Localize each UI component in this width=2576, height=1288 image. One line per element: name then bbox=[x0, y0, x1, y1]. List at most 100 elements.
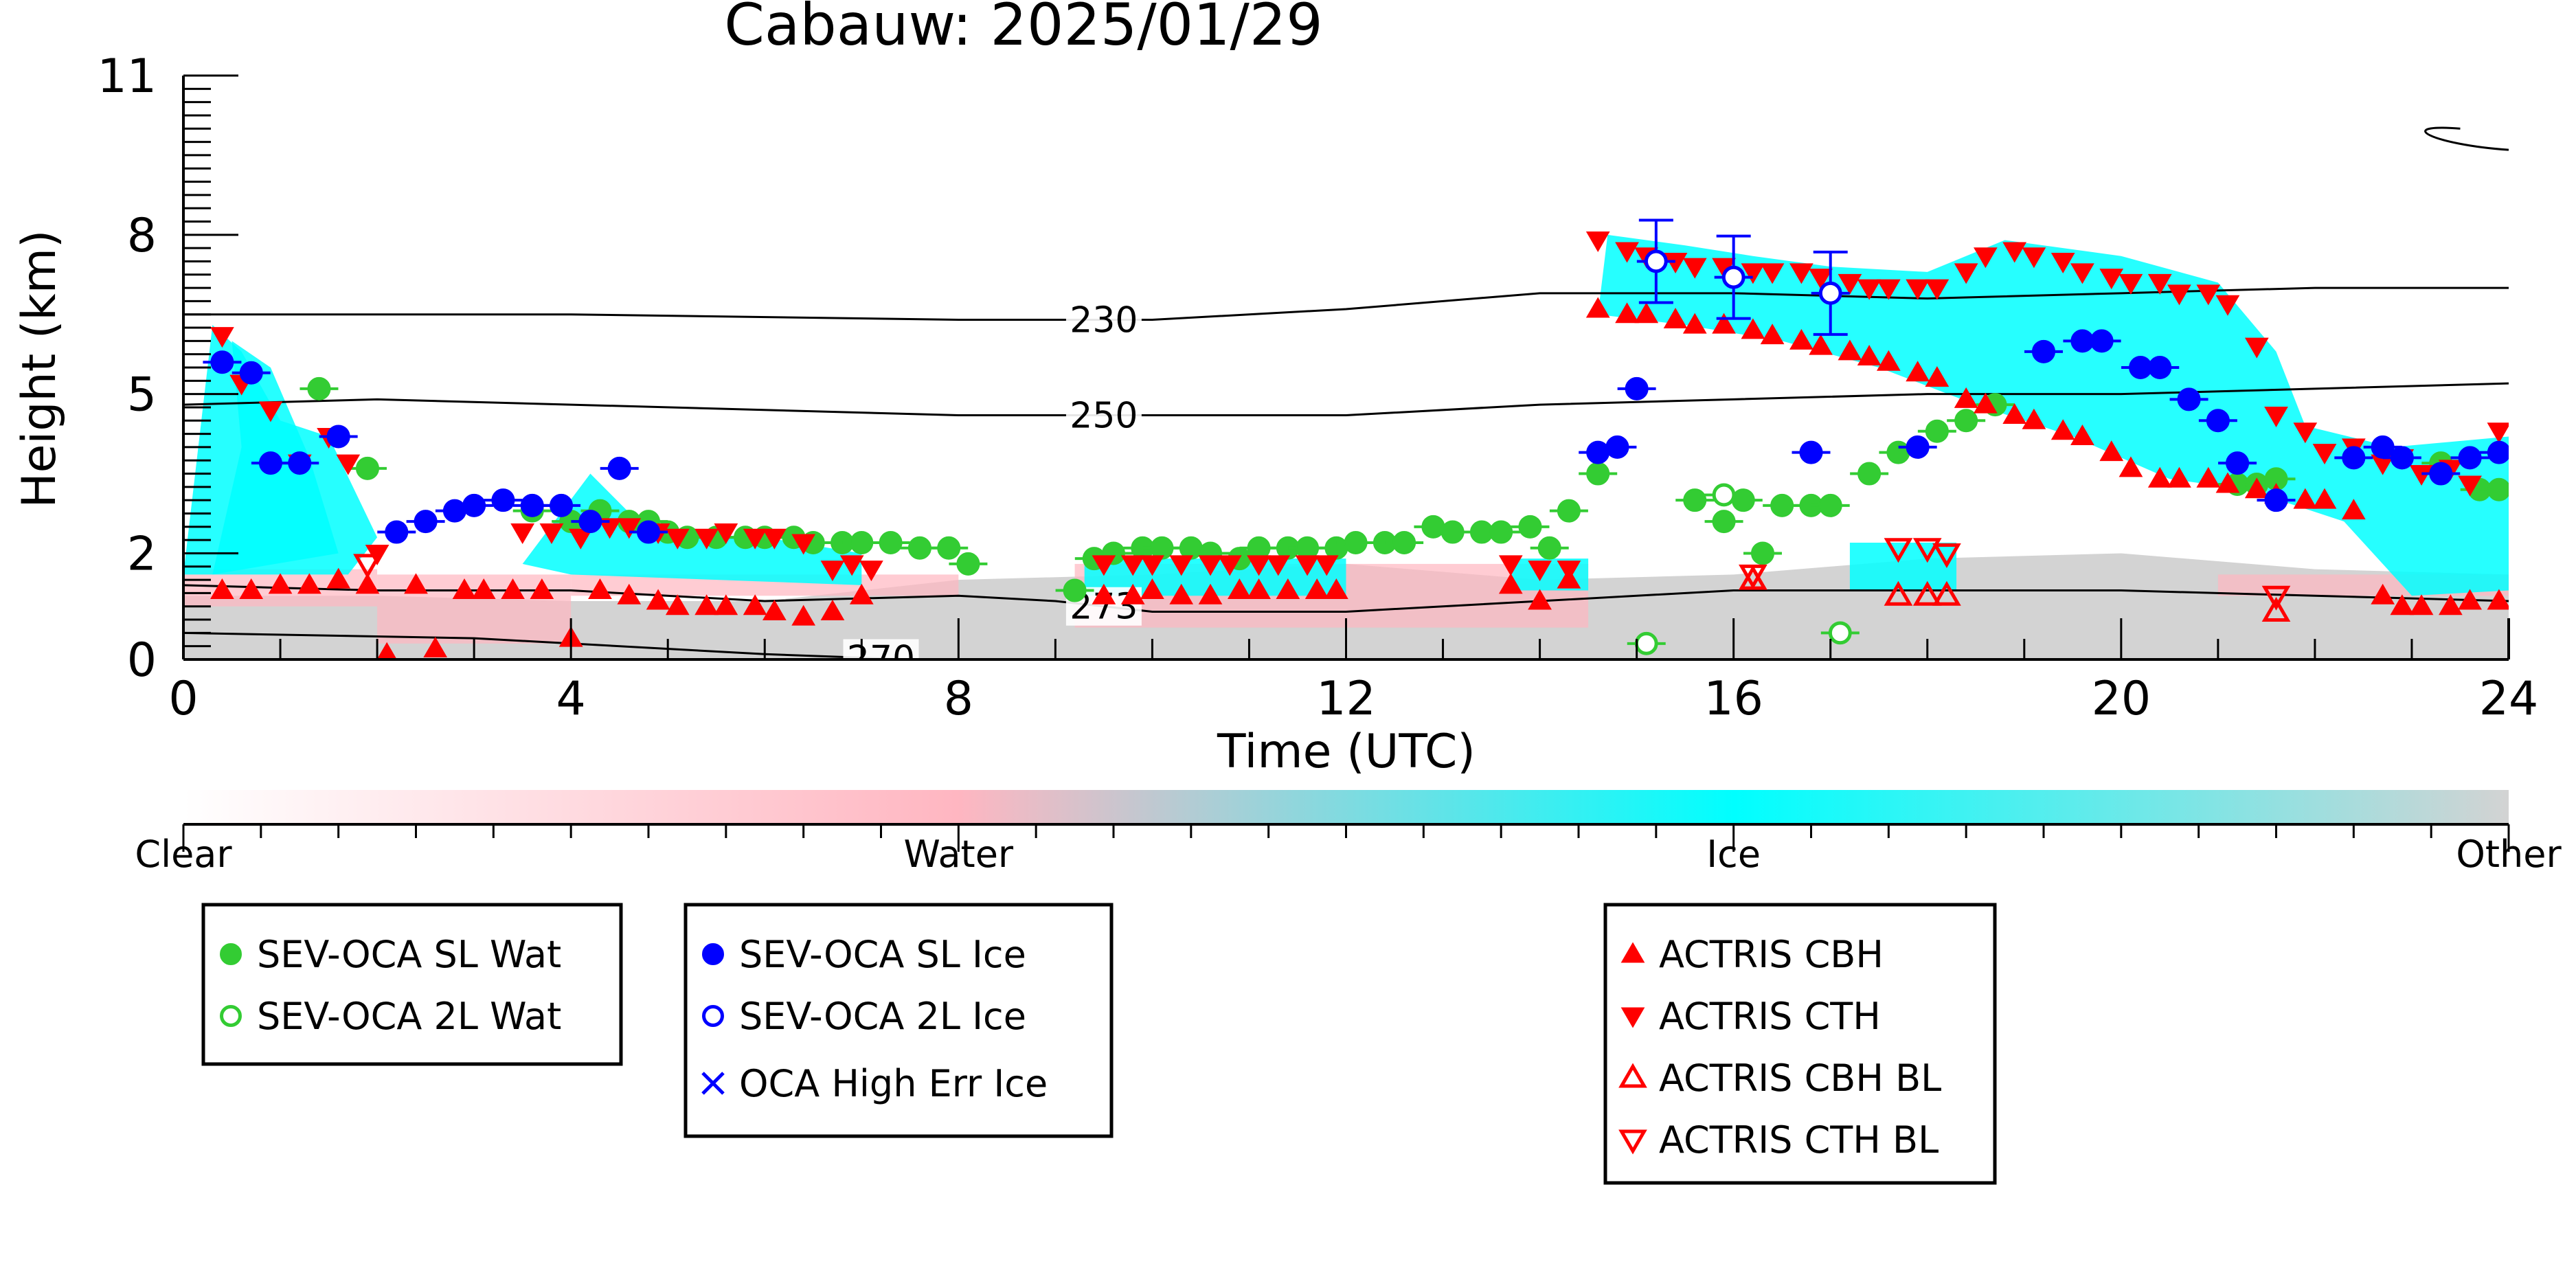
point-actris-cbh bbox=[404, 573, 428, 594]
point-actris-cbh bbox=[1227, 578, 1252, 600]
point-sev-oca-sl-ice bbox=[607, 456, 631, 480]
x-tick-label: 20 bbox=[2092, 672, 2151, 726]
point-sev-oca-sl-wat bbox=[1683, 488, 1707, 512]
point-actris-cbh-bl bbox=[1932, 580, 1961, 606]
point-actris-cth-bl bbox=[2261, 585, 2291, 611]
point-actris-cbh bbox=[1324, 578, 1348, 600]
legend-entry: SEV-OCA SL Ice bbox=[739, 933, 1026, 976]
point-actris-cbh bbox=[1876, 350, 1901, 371]
point-sev-oca-sl-wat bbox=[1063, 578, 1087, 602]
x-tick-label: 12 bbox=[1316, 672, 1376, 726]
x-tick-label: 24 bbox=[2479, 672, 2539, 726]
point-actris-cbh bbox=[1528, 589, 1552, 610]
point-actris-cbh bbox=[1838, 339, 1862, 361]
contour-label-270: 270 bbox=[847, 638, 915, 679]
point-actris-cth-bl bbox=[1884, 538, 1913, 563]
point-actris-cbh bbox=[471, 578, 496, 600]
point-sev-oca-sl-ice bbox=[2032, 339, 2055, 363]
point-actris-cbh bbox=[1809, 334, 1833, 355]
legend-marker-actris-cbh-bl bbox=[1618, 1063, 1647, 1088]
point-actris-cbh bbox=[2215, 472, 2240, 493]
point-actris-cbh bbox=[743, 594, 767, 615]
point-sev-oca-sl-wat bbox=[1886, 440, 1910, 464]
point-actris-cth bbox=[2147, 273, 2172, 295]
point-actris-cth bbox=[1120, 555, 1145, 576]
point-sev-oca-sl-wat bbox=[956, 552, 980, 576]
point-actris-cth bbox=[1247, 555, 1271, 576]
point-actris-cth-bl bbox=[353, 554, 382, 579]
point-actris-cbh-bl bbox=[2261, 596, 2291, 622]
point-actris-cbh bbox=[1741, 318, 1765, 339]
point-actris-cbh bbox=[2119, 456, 2143, 477]
legend-marker-sev-oca-sl-ice bbox=[702, 943, 724, 965]
point-actris-cth bbox=[2458, 475, 2482, 497]
point-actris-cth bbox=[1498, 555, 1523, 576]
legend-marker-oca-high-err-ice bbox=[701, 1072, 725, 1095]
point-actris-cth bbox=[1585, 231, 1610, 253]
point-sev-oca-sl-wat bbox=[1954, 409, 1978, 433]
point-sev-oca-sl-ice bbox=[2177, 387, 2201, 411]
point-actris-cth bbox=[762, 528, 787, 550]
point-sev-oca-sl-ice bbox=[2264, 488, 2288, 512]
point-actris-cbh bbox=[1634, 302, 1659, 324]
point-actris-cth bbox=[714, 523, 738, 545]
point-sev-oca-2l-wat bbox=[1634, 631, 1658, 655]
point-actris-cth-bl bbox=[1739, 564, 1767, 589]
point-sev-oca-2l-ice bbox=[1644, 249, 1668, 273]
point-actris-cth bbox=[2196, 284, 2221, 306]
point-sev-oca-sl-ice bbox=[2487, 440, 2509, 464]
point-actris-cbh bbox=[2167, 466, 2191, 488]
point-actris-cth bbox=[1140, 555, 1164, 576]
point-actris-cth bbox=[1789, 263, 1814, 284]
point-actris-cbh bbox=[2022, 408, 2046, 429]
point-actris-cth bbox=[336, 454, 361, 475]
point-actris-cbh bbox=[2458, 589, 2482, 610]
point-actris-cth bbox=[1557, 561, 1581, 582]
point-actris-cth bbox=[1682, 258, 1707, 279]
point-actris-cbh bbox=[646, 589, 670, 610]
point-actris-cth bbox=[1092, 555, 1116, 576]
point-actris-cbh bbox=[1140, 578, 1164, 600]
point-actris-cth bbox=[1266, 555, 1291, 576]
colorbar: Clear Water Ice Other bbox=[135, 790, 2562, 876]
point-actris-cth bbox=[617, 518, 642, 539]
point-sev-oca-sl-wat bbox=[850, 531, 874, 554]
point-actris-cbh bbox=[2409, 594, 2434, 615]
point-actris-cbh bbox=[376, 642, 397, 659]
point-sev-oca-sl-ice bbox=[1605, 435, 1629, 459]
point-sev-oca-sl-wat bbox=[1712, 510, 1736, 534]
point-actris-cth bbox=[1760, 263, 1785, 284]
point-actris-cth bbox=[2070, 263, 2094, 284]
point-sev-oca-sl-ice bbox=[520, 493, 544, 517]
colorbar-label-water: Water bbox=[904, 833, 1014, 876]
legend-marker-sev-oca-sl-wat bbox=[220, 943, 242, 965]
point-sev-oca-sl-ice bbox=[578, 510, 602, 534]
legend-entry: ACTRIS CTH BL bbox=[1659, 1118, 1939, 1162]
point-actris-cbh bbox=[2341, 499, 2366, 520]
legend-entry: ACTRIS CBH BL bbox=[1659, 1057, 1941, 1100]
point-actris-cbh bbox=[2390, 594, 2415, 615]
legend-entry: SEV-OCA SL Wat bbox=[257, 933, 561, 976]
point-actris-cth bbox=[2264, 407, 2288, 428]
point-actris-cth bbox=[859, 561, 883, 582]
y-tick-label: 11 bbox=[97, 49, 157, 104]
point-actris-cbh bbox=[1712, 313, 1736, 334]
point-actris-cbh bbox=[1925, 365, 1950, 387]
point-actris-cth bbox=[1809, 269, 1833, 290]
point-sev-oca-sl-wat bbox=[1537, 536, 1561, 560]
point-actris-cth bbox=[598, 518, 622, 539]
point-sev-oca-sl-ice bbox=[258, 451, 282, 475]
y-tick-label: 5 bbox=[127, 368, 157, 422]
point-sev-oca-sl-wat bbox=[1489, 520, 1513, 544]
point-sev-oca-sl-wat bbox=[1557, 499, 1581, 523]
legend-marker-actris-cth-bl bbox=[1618, 1129, 1647, 1155]
point-actris-cth bbox=[2167, 284, 2191, 306]
point-actris-cth bbox=[258, 401, 283, 422]
point-actris-cbh bbox=[268, 573, 293, 594]
point-actris-cth bbox=[1663, 252, 1688, 273]
contour-line-250 bbox=[183, 382, 2509, 417]
point-actris-cbh-bl bbox=[1912, 580, 1942, 606]
point-actris-cth bbox=[820, 561, 845, 582]
point-actris-cbh bbox=[530, 578, 554, 600]
cloud-mask-background bbox=[183, 234, 2509, 659]
